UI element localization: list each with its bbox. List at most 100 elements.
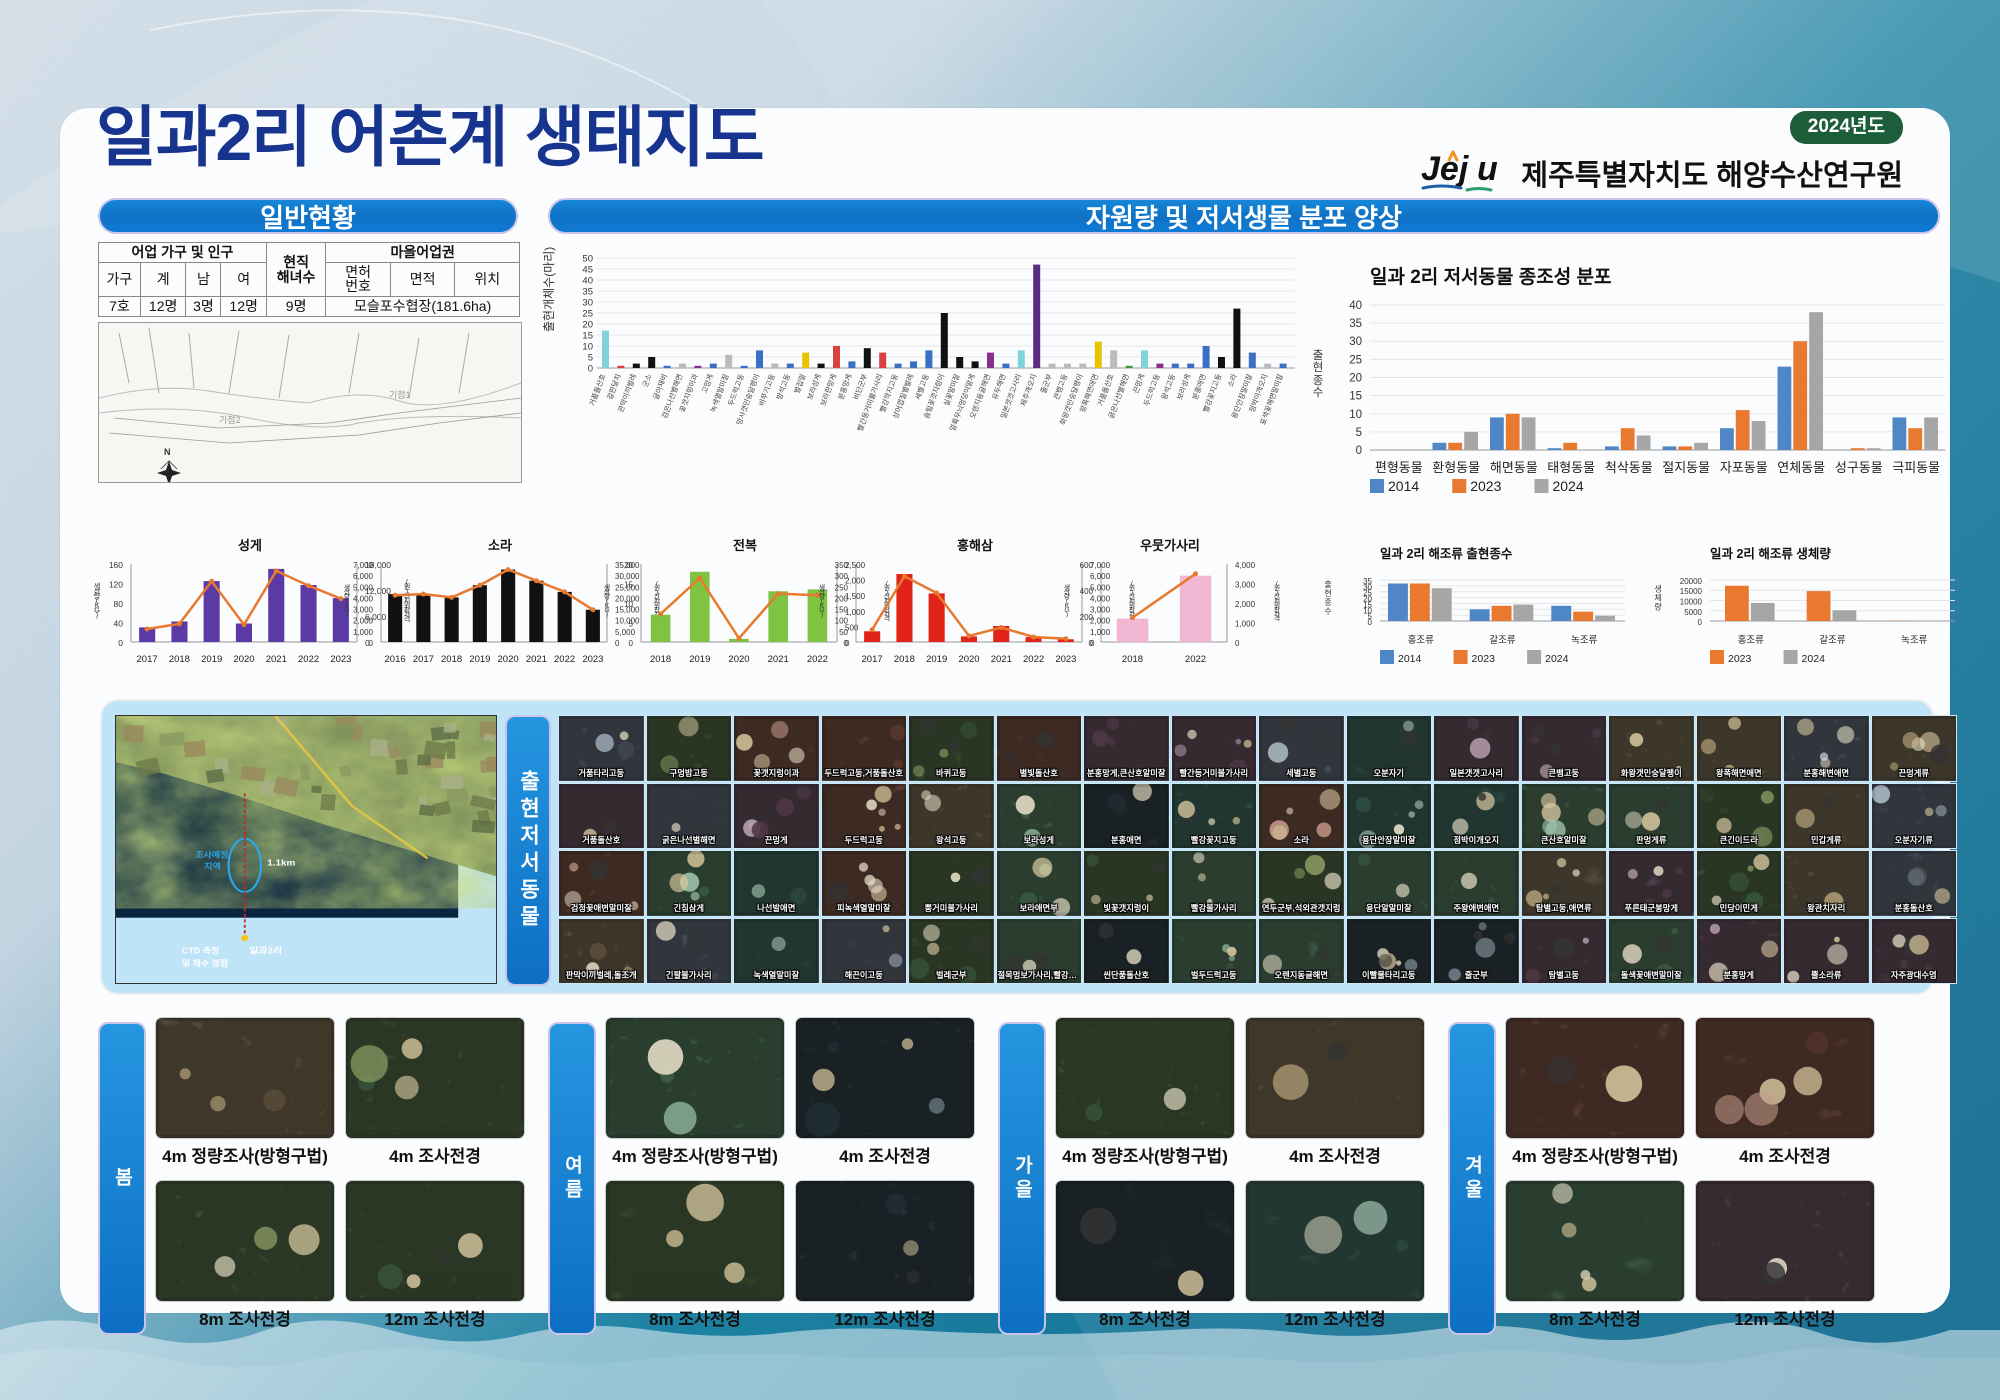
svg-text:40: 40 xyxy=(114,619,124,629)
svg-text:수: 수 xyxy=(1313,386,1324,399)
svg-text:5: 5 xyxy=(588,353,593,364)
svg-text:15: 15 xyxy=(582,331,593,342)
svg-text:30: 30 xyxy=(582,298,593,309)
svg-text:군소: 군소 xyxy=(641,372,654,388)
svg-text:): ) xyxy=(606,611,608,618)
svg-text:2017: 2017 xyxy=(413,654,434,665)
svg-text:0: 0 xyxy=(1356,445,1362,457)
svg-text:지역: 지역 xyxy=(204,862,221,871)
svg-text:2022: 2022 xyxy=(298,654,319,665)
svg-text:0: 0 xyxy=(1089,639,1094,648)
svg-text:고망게: 고망게 xyxy=(700,373,715,395)
svg-text:태형동물: 태형동물 xyxy=(1547,460,1595,475)
svg-text:소라: 소라 xyxy=(488,538,512,553)
svg-text:600: 600 xyxy=(1080,561,1094,570)
svg-text:300: 300 xyxy=(835,572,849,581)
svg-text:2023: 2023 xyxy=(1728,653,1752,665)
svg-text:100: 100 xyxy=(835,617,849,626)
svg-text:환형동물: 환형동물 xyxy=(1432,460,1480,475)
svg-text:5: 5 xyxy=(1356,427,1362,439)
svg-text:7,000: 7,000 xyxy=(353,561,374,570)
svg-text:1,000: 1,000 xyxy=(353,628,374,637)
svg-text:15: 15 xyxy=(624,581,633,590)
svg-text:2020: 2020 xyxy=(958,654,979,665)
svg-text:): ) xyxy=(346,611,348,618)
svg-text:종: 종 xyxy=(1313,375,1324,387)
svg-text:35: 35 xyxy=(582,287,593,298)
svg-text:2019: 2019 xyxy=(469,654,490,665)
svg-text:10: 10 xyxy=(624,600,633,609)
svg-text:종: 종 xyxy=(1324,598,1331,607)
svg-text:20: 20 xyxy=(624,561,633,570)
svg-text:2014: 2014 xyxy=(1388,478,1419,494)
svg-text:우뭇가사리: 우뭇가사리 xyxy=(1140,538,1200,553)
svg-text:생: 생 xyxy=(1654,584,1661,594)
svg-text:200: 200 xyxy=(835,594,849,603)
svg-text:줄군부: 줄군부 xyxy=(1039,372,1054,394)
svg-text:u: u xyxy=(1477,150,1498,188)
svg-text:출: 출 xyxy=(1324,579,1331,589)
svg-text:2024: 2024 xyxy=(1802,653,1826,665)
svg-text:2021: 2021 xyxy=(526,654,547,665)
svg-text:160: 160 xyxy=(109,560,123,570)
svg-text:방석고둥: 방석고둥 xyxy=(775,372,793,401)
svg-text:2018: 2018 xyxy=(169,654,190,665)
svg-text:20: 20 xyxy=(582,320,593,331)
svg-text:150: 150 xyxy=(835,606,849,615)
svg-text:현: 현 xyxy=(1313,361,1324,374)
svg-text:극피동물: 극피동물 xyxy=(1892,460,1940,475)
svg-text:0: 0 xyxy=(588,364,593,375)
svg-text:량: 량 xyxy=(1654,602,1662,612)
svg-text:1.1km: 1.1km xyxy=(267,858,295,867)
svg-text:출: 출 xyxy=(1313,349,1324,362)
svg-text:4,000: 4,000 xyxy=(353,594,374,603)
svg-text:연체동물: 연체동물 xyxy=(1777,460,1825,475)
svg-text:5: 5 xyxy=(629,620,634,629)
svg-text:편형동물: 편형동물 xyxy=(1375,460,1423,475)
svg-text:0: 0 xyxy=(118,638,123,648)
svg-text:350: 350 xyxy=(835,561,849,570)
svg-text:소라: 소라 xyxy=(1226,372,1239,388)
svg-text:격: 격 xyxy=(1274,615,1280,623)
svg-text:2023: 2023 xyxy=(1470,478,1501,494)
svg-text:일과 2리 해조류 출현종수: 일과 2리 해조류 출현종수 xyxy=(1380,546,1513,561)
svg-text:2018: 2018 xyxy=(441,654,462,665)
svg-text:20000: 20000 xyxy=(1680,577,1703,586)
svg-text:녹조류: 녹조류 xyxy=(1901,635,1927,646)
svg-text:2021: 2021 xyxy=(768,654,789,665)
svg-text:2017: 2017 xyxy=(137,654,158,665)
svg-text:전복: 전복 xyxy=(733,538,757,553)
svg-text:해면동물: 해면동물 xyxy=(1490,460,1538,475)
svg-text:벌집말: 벌집말 xyxy=(792,372,807,394)
svg-text:N: N xyxy=(164,447,171,457)
svg-text:15: 15 xyxy=(1349,391,1362,403)
svg-text:거품돌산호: 거품돌산호 xyxy=(587,372,607,407)
svg-text:갈조류: 갈조류 xyxy=(1489,634,1515,646)
svg-text:2024: 2024 xyxy=(1552,478,1583,494)
svg-text:): ) xyxy=(96,610,98,619)
svg-text:200: 200 xyxy=(1080,613,1094,622)
svg-text:2021: 2021 xyxy=(991,654,1012,665)
svg-text:2018: 2018 xyxy=(894,654,915,665)
svg-text:30: 30 xyxy=(1349,336,1362,348)
svg-text:기점2: 기점2 xyxy=(219,414,241,425)
svg-text:400: 400 xyxy=(1080,587,1094,596)
svg-text:2,000: 2,000 xyxy=(1235,600,1256,609)
svg-text:2022: 2022 xyxy=(1185,654,1206,665)
svg-text:40: 40 xyxy=(1349,300,1362,312)
svg-text:10: 10 xyxy=(1349,409,1362,421)
svg-text:6,000: 6,000 xyxy=(353,572,374,581)
svg-text:35: 35 xyxy=(1349,318,1362,330)
svg-text:5000: 5000 xyxy=(1684,608,1702,617)
svg-text:25: 25 xyxy=(582,309,593,320)
svg-text:40: 40 xyxy=(582,276,593,287)
svg-text:0: 0 xyxy=(369,639,374,648)
svg-text:2019: 2019 xyxy=(926,654,947,665)
svg-text:50: 50 xyxy=(839,628,848,637)
svg-text:2020: 2020 xyxy=(498,654,519,665)
svg-text:2023: 2023 xyxy=(1472,653,1496,665)
svg-text:및 채수 정점: 및 채수 정점 xyxy=(182,959,228,968)
svg-text:2024: 2024 xyxy=(1545,653,1569,665)
svg-text:성게: 성게 xyxy=(238,538,262,553)
svg-text:0: 0 xyxy=(629,639,634,648)
